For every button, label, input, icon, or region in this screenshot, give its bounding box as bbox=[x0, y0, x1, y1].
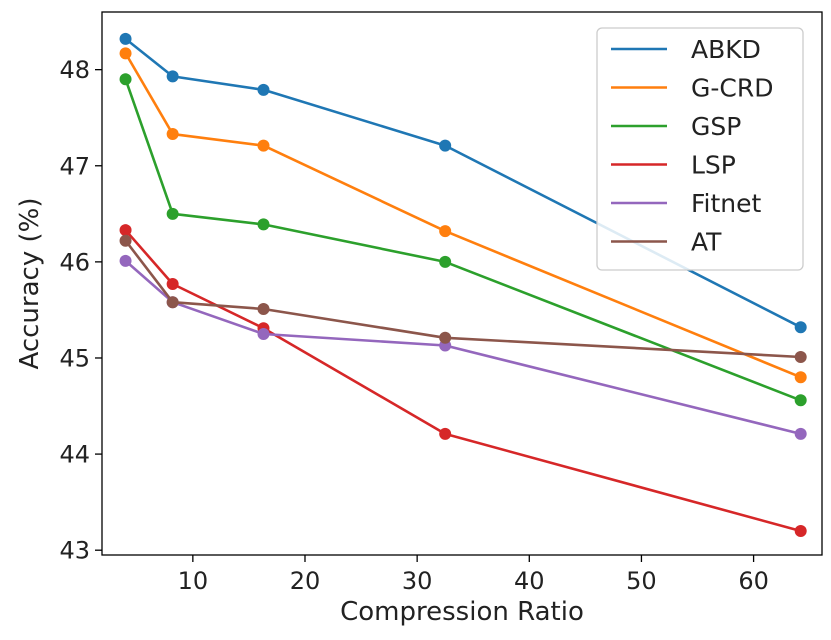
series-layer bbox=[119, 32, 807, 537]
legend-label-gsp: GSP bbox=[691, 112, 741, 141]
y-tick-label: 43 bbox=[59, 537, 90, 565]
series-g-crd bbox=[119, 47, 807, 384]
data-point-abkd bbox=[119, 32, 132, 45]
y-tick-label: 48 bbox=[59, 56, 90, 84]
data-point-gsp bbox=[166, 207, 179, 220]
series-gsp bbox=[119, 73, 807, 407]
y-axis: 43 44 45 46 47 48 bbox=[59, 56, 102, 565]
y-tick-label: 45 bbox=[59, 344, 90, 372]
data-point-abkd bbox=[257, 83, 270, 96]
legend-label-fitnet: Fitnet bbox=[691, 189, 762, 218]
data-point-g-crd bbox=[119, 47, 132, 60]
legend: ABKD G-CRD GSP LSP Fitnet AT bbox=[596, 27, 804, 271]
data-point-lsp bbox=[794, 524, 807, 537]
series-abkd bbox=[119, 32, 807, 334]
x-tick-label: 50 bbox=[626, 567, 657, 595]
data-point-at bbox=[257, 302, 270, 315]
data-point-fitnet bbox=[119, 254, 132, 267]
data-point-lsp bbox=[439, 427, 452, 440]
y-tick-label: 44 bbox=[59, 441, 90, 469]
legend-label-g-crd: G-CRD bbox=[691, 74, 773, 103]
data-point-lsp bbox=[119, 224, 132, 237]
data-point-fitnet bbox=[257, 327, 270, 340]
data-point-g-crd bbox=[439, 225, 452, 238]
x-axis-label: Compression Ratio bbox=[340, 597, 584, 627]
y-axis-label: Accuracy (%) bbox=[15, 198, 45, 370]
data-point-abkd bbox=[794, 321, 807, 334]
x-tick-label: 10 bbox=[178, 567, 209, 595]
legend-label-lsp: LSP bbox=[691, 151, 736, 180]
data-point-g-crd bbox=[166, 128, 179, 141]
data-point-gsp bbox=[794, 394, 807, 407]
data-point-gsp bbox=[257, 218, 270, 231]
legend-label-at: AT bbox=[691, 228, 722, 257]
x-tick-label: 60 bbox=[738, 567, 769, 595]
data-point-at bbox=[439, 331, 452, 344]
data-point-gsp bbox=[119, 73, 132, 86]
x-tick-label: 30 bbox=[402, 567, 433, 595]
y-tick-label: 46 bbox=[59, 248, 90, 276]
series-at bbox=[119, 234, 807, 364]
data-point-abkd bbox=[166, 70, 179, 83]
data-point-at bbox=[794, 351, 807, 364]
data-point-g-crd bbox=[257, 139, 270, 152]
data-point-lsp bbox=[166, 277, 179, 290]
legend-label-abkd: ABKD bbox=[691, 35, 761, 64]
data-point-gsp bbox=[439, 255, 452, 268]
data-point-g-crd bbox=[794, 371, 807, 384]
data-point-fitnet bbox=[794, 427, 807, 440]
data-point-abkd bbox=[439, 139, 452, 152]
y-tick-label: 47 bbox=[59, 152, 90, 180]
x-tick-label: 20 bbox=[290, 567, 321, 595]
data-point-at bbox=[166, 296, 179, 309]
x-axis: 10 20 30 40 50 60 bbox=[178, 555, 769, 595]
data-point-at bbox=[119, 234, 132, 247]
x-tick-label: 40 bbox=[514, 567, 545, 595]
